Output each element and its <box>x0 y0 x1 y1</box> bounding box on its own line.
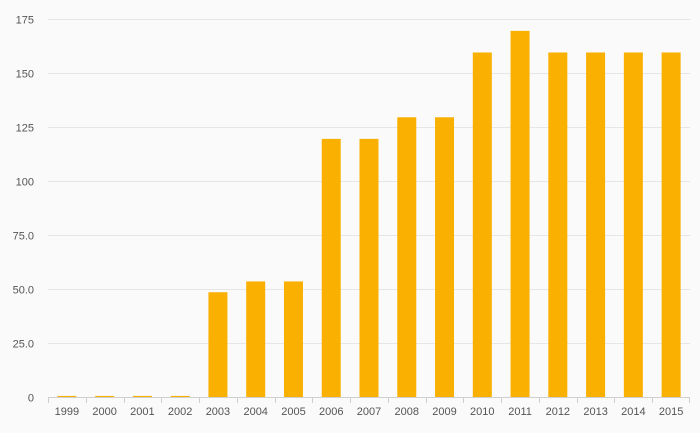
x-tick-label: 2000 <box>92 406 116 418</box>
x-tick-label: 2004 <box>243 406 267 418</box>
bar-2009[interactable] <box>435 117 455 397</box>
bar-2013[interactable] <box>586 52 606 397</box>
x-tick-label: 2010 <box>470 406 494 418</box>
x-tick-label: 2001 <box>130 406 154 418</box>
x-tick-label: 2012 <box>546 406 570 418</box>
x-tick-label: 2013 <box>583 406 607 418</box>
bar-2010[interactable] <box>472 52 492 397</box>
y-tick-label: 75.0 <box>13 231 34 243</box>
x-tick-label: 2015 <box>659 406 683 418</box>
x-tick-label: 2009 <box>432 406 456 418</box>
bar-2015[interactable] <box>661 52 681 397</box>
y-tick-label: 25.0 <box>13 339 34 351</box>
y-tick-label: 150 <box>16 69 34 81</box>
x-tick-label: 2014 <box>621 406 645 418</box>
bar-1999[interactable] <box>57 395 77 397</box>
bar-2007[interactable] <box>359 138 379 397</box>
x-tick-label: 2005 <box>281 406 305 418</box>
bar-2002[interactable] <box>170 395 190 397</box>
x-tick-label: 2006 <box>319 406 343 418</box>
y-axis-tick-labels: 0 25.0 50.0 75.0 100 125 150 175 <box>13 15 34 405</box>
axes <box>48 397 690 403</box>
bar-2000[interactable] <box>95 395 115 397</box>
x-axis-tick-labels: 1999 2000 2001 2002 2003 2004 2005 2006 2007 2008… <box>55 406 684 418</box>
x-tick-label: 2011 <box>508 406 532 418</box>
x-tick-label: 1999 <box>55 406 79 418</box>
y-tick-label: 100 <box>16 177 34 189</box>
y-tick-label: 50.0 <box>13 285 34 297</box>
y-tick-label: 125 <box>16 123 34 135</box>
x-tick-label: 2007 <box>357 406 381 418</box>
x-tick-label: 2003 <box>206 406 230 418</box>
bar-2012[interactable] <box>548 52 568 397</box>
bar-2005[interactable] <box>283 281 303 397</box>
x-tick-label: 2008 <box>395 406 419 418</box>
bar-2014[interactable] <box>623 52 643 397</box>
x-tick-label: 2002 <box>168 406 192 418</box>
y-tick-label: 175 <box>16 15 34 27</box>
bar-2003[interactable] <box>208 292 228 397</box>
bar-2001[interactable] <box>132 395 152 397</box>
bar-2006[interactable] <box>321 138 341 397</box>
bar-2004[interactable] <box>246 281 266 397</box>
bars <box>57 30 681 397</box>
bar-2011[interactable] <box>510 30 530 397</box>
y-tick-label: 0 <box>28 393 34 405</box>
bar-2008[interactable] <box>397 117 417 397</box>
